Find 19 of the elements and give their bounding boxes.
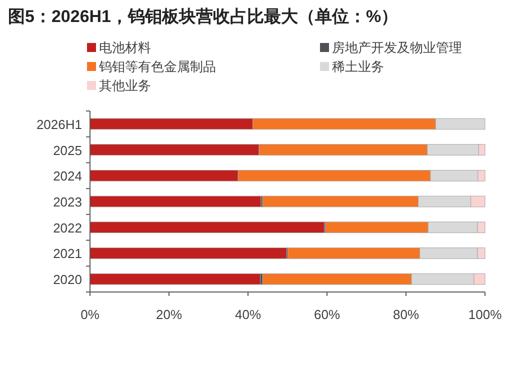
x-tick-label: 60% [314,307,340,322]
x-tick-label: 40% [234,307,262,322]
y-tick-label: 2020 [53,272,82,288]
y-tick-label: 2022 [53,220,82,236]
y-tick-label: 2025 [53,142,82,158]
y-tick-label: 2026H1 [36,116,82,132]
x-tick-label: 20% [156,307,182,322]
title: 图5：2026H1，钨钼板块营收占比最大（单位：%） [8,7,398,26]
y-tick-label: 2023 [53,194,82,210]
bar [90,273,260,285]
y-tick-label: 2024 [53,168,82,184]
x-tick-label: 80% [392,307,420,322]
bar [90,196,262,208]
legend-label: 稀土业务 [332,59,384,74]
x-tick-label: 0% [80,307,100,322]
legend-label: 其他业务 [99,78,151,93]
x-tick-label: 100% [468,307,502,322]
y-tick-label: 2021 [53,246,82,262]
legend-label: 电池材料 [99,40,151,55]
